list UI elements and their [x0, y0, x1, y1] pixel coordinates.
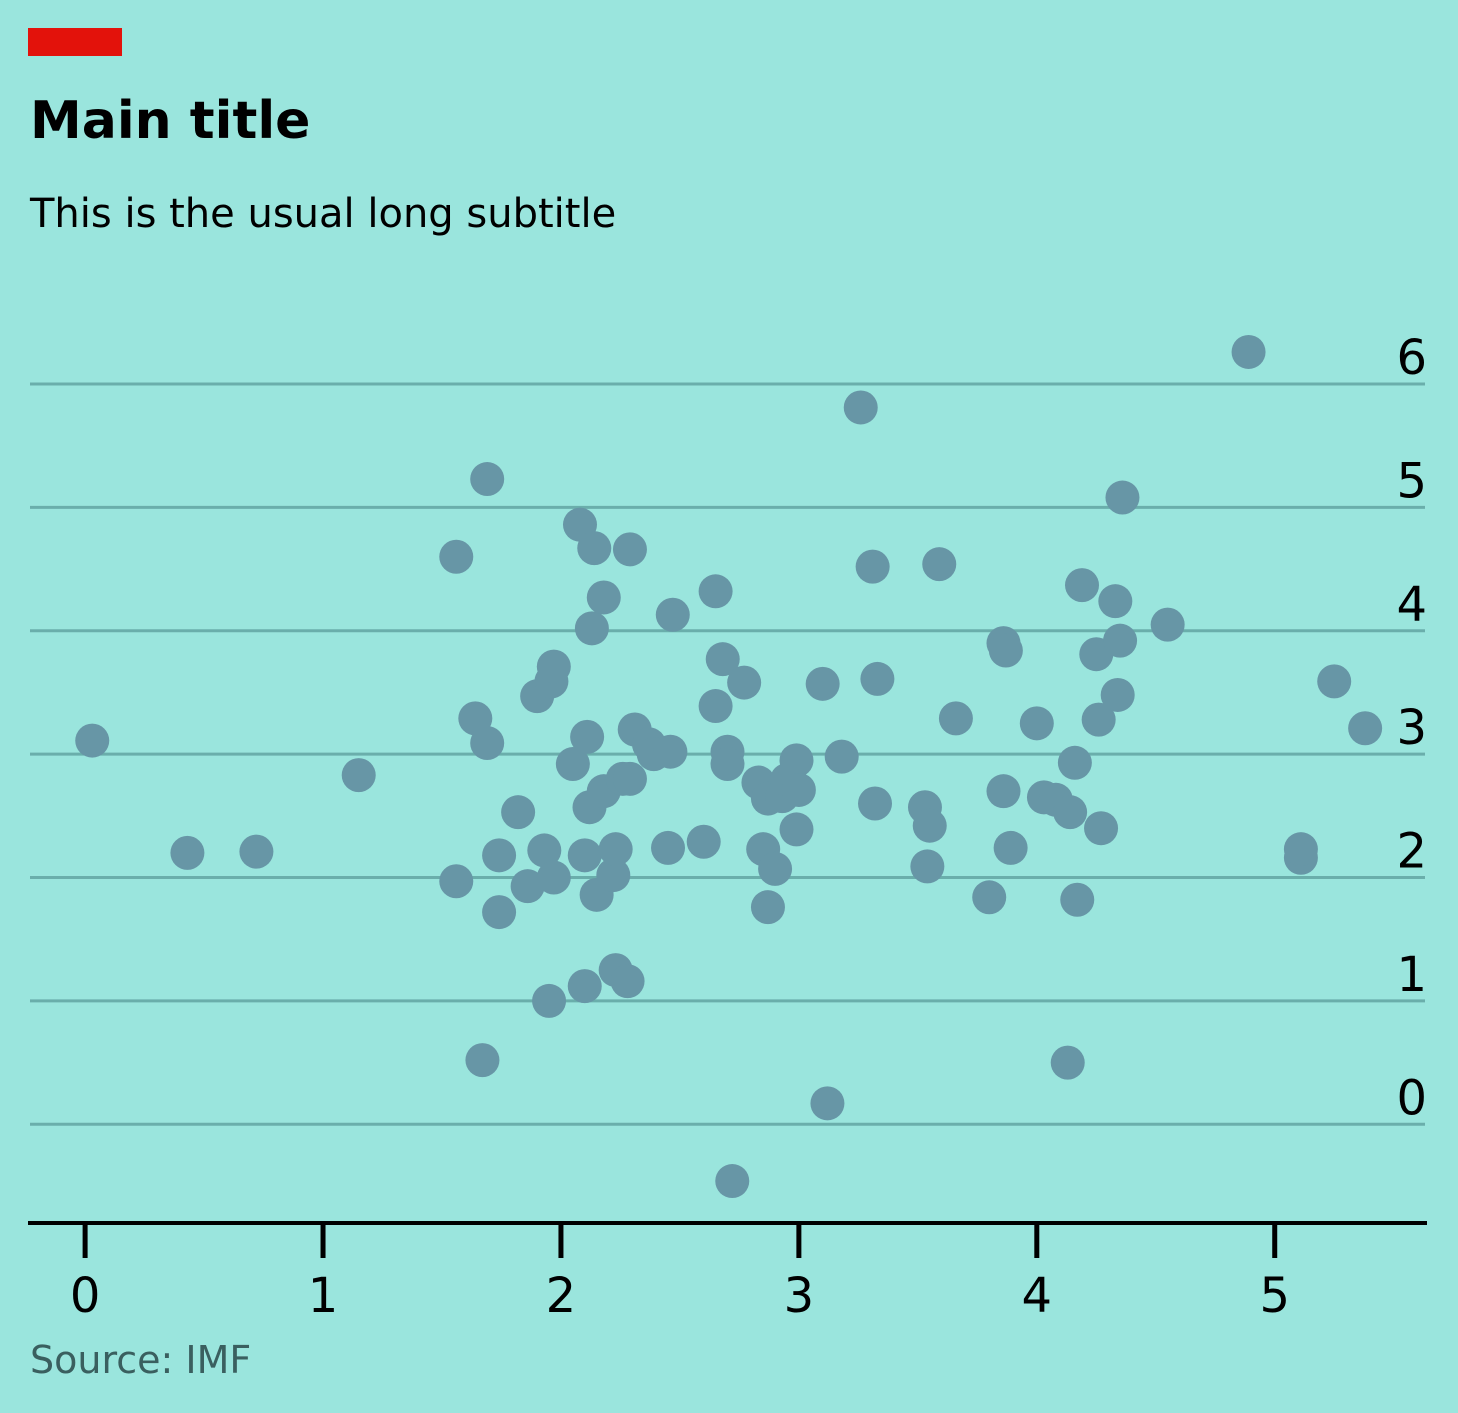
data-point-3	[341, 758, 376, 793]
data-point-26	[574, 611, 609, 646]
data-point-97	[1283, 832, 1318, 867]
data-point-18	[536, 649, 571, 684]
data-point-72	[922, 547, 957, 582]
data-point-32	[598, 832, 633, 867]
data-point-43	[655, 597, 690, 632]
data-point-65	[843, 390, 878, 425]
data-point-19	[536, 860, 571, 895]
y-tick-label-5: 5	[1396, 453, 1427, 509]
data-point-16	[532, 983, 567, 1018]
data-point-56	[758, 851, 793, 886]
data-point-29	[586, 580, 621, 615]
data-point-78	[993, 830, 1028, 865]
source-note: Source: IMF	[30, 1338, 251, 1382]
data-point-61	[781, 772, 816, 807]
data-point-10	[482, 838, 517, 873]
data-point-4	[439, 539, 474, 574]
data-point-51	[727, 665, 762, 700]
data-point-94	[1150, 607, 1185, 642]
data-point-44	[686, 824, 721, 859]
data-point-77	[988, 633, 1023, 668]
y-tick-label-1: 1	[1396, 947, 1427, 1003]
data-point-0	[75, 723, 110, 758]
data-point-84	[1057, 745, 1092, 780]
data-point-74	[972, 880, 1007, 915]
data-point-24	[570, 719, 605, 754]
y-tick-label-4: 4	[1396, 577, 1427, 633]
gridlines	[30, 382, 1425, 1126]
data-point-89	[1084, 811, 1119, 846]
data-point-42	[653, 734, 688, 769]
x-tick-label-1: 1	[308, 1268, 339, 1324]
data-point-63	[810, 1086, 845, 1121]
data-point-37	[612, 761, 647, 796]
data-point-13	[510, 869, 545, 904]
data-point-1	[170, 835, 205, 870]
data-point-62	[805, 666, 840, 701]
data-point-91	[1100, 677, 1135, 712]
data-point-99	[1348, 711, 1383, 746]
data-point-79	[1019, 706, 1054, 741]
y-tick-label-0: 0	[1396, 1070, 1427, 1126]
data-point-49	[710, 747, 745, 782]
data-point-27	[577, 531, 612, 566]
data-point-92	[1103, 623, 1138, 658]
data-point-50	[715, 1164, 750, 1199]
data-point-23	[567, 969, 602, 1004]
x-tick-label-3: 3	[784, 1268, 815, 1324]
data-point-86	[1065, 568, 1100, 603]
data-point-90	[1098, 584, 1133, 619]
data-point-60	[779, 812, 814, 847]
x-tick-label-5: 5	[1259, 1268, 1290, 1324]
data-point-59	[779, 743, 814, 778]
data-point-93	[1105, 480, 1140, 515]
data-point-85	[1060, 882, 1095, 917]
x-tick-label-2: 2	[546, 1268, 577, 1324]
data-point-7	[465, 1043, 500, 1078]
data-point-35	[610, 964, 645, 999]
data-point-82	[1050, 1045, 1085, 1080]
data-point-71	[912, 808, 947, 843]
y-axis-tick-labels: 0 1 2 3 4 5 6	[1396, 330, 1427, 1126]
data-points	[75, 334, 1383, 1199]
data-point-9	[470, 726, 505, 761]
data-point-83	[1053, 795, 1088, 830]
data-point-11	[482, 895, 517, 930]
data-point-5	[439, 864, 474, 899]
data-point-45	[698, 574, 733, 609]
x-axis-ticks: 0 1 2 3 4 5	[70, 1223, 1290, 1324]
data-point-68	[860, 661, 895, 696]
data-point-95	[1231, 334, 1266, 369]
brand-tag	[28, 28, 122, 56]
data-point-98	[1317, 664, 1352, 699]
x-tick-label-4: 4	[1022, 1268, 1053, 1324]
y-tick-label-2: 2	[1396, 824, 1427, 880]
data-point-12	[501, 795, 536, 830]
data-point-47	[705, 642, 740, 677]
chart-title: Main title	[30, 91, 310, 151]
data-point-73	[938, 701, 973, 736]
data-point-76	[986, 774, 1021, 809]
data-point-22	[567, 838, 602, 873]
data-point-70	[910, 849, 945, 884]
data-point-41	[651, 830, 686, 865]
data-point-46	[698, 689, 733, 724]
data-point-8	[470, 462, 505, 497]
data-point-36	[612, 532, 647, 567]
data-point-20	[555, 747, 590, 782]
data-point-67	[858, 786, 893, 821]
data-point-64	[824, 739, 859, 774]
data-point-88	[1081, 702, 1116, 737]
x-tick-label-0: 0	[70, 1268, 101, 1324]
data-point-66	[855, 549, 890, 584]
chart-subtitle: This is the usual long subtitle	[29, 191, 616, 237]
y-tick-label-3: 3	[1396, 700, 1427, 756]
data-point-31	[596, 858, 631, 893]
data-point-2	[239, 834, 274, 869]
data-point-54	[750, 890, 785, 925]
y-tick-label-6: 6	[1396, 330, 1427, 386]
data-point-15	[527, 833, 562, 868]
